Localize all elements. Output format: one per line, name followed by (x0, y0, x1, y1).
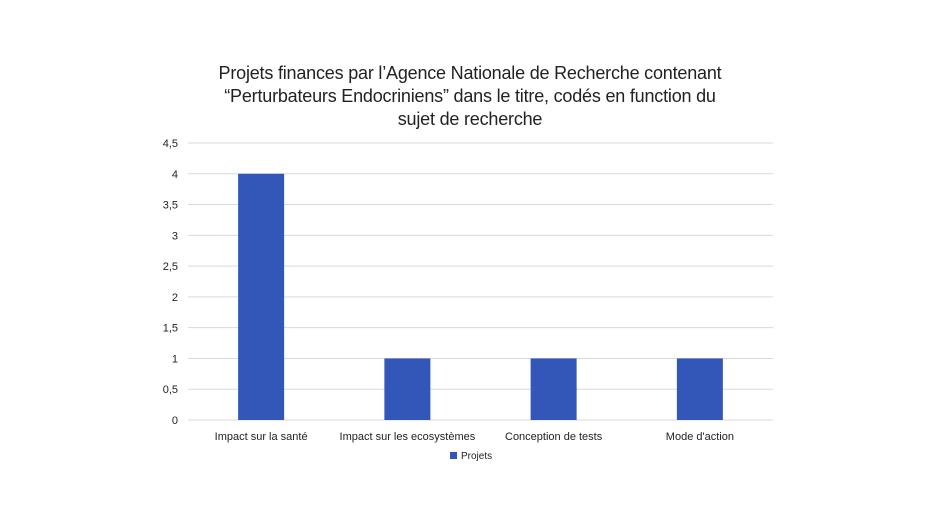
y-tick-label: 2 (172, 292, 178, 304)
legend-swatch (450, 452, 457, 459)
bar (676, 358, 723, 420)
chart-title-line-3: sujet de recherche (397, 109, 543, 129)
chart-title-line-2: “Perturbateurs Endocriniens” dans le tit… (224, 86, 716, 106)
axis-labels: 0 0,5 1 1,5 2 2,5 3 3,5 4 4,5 Impact sur la santé I… (163, 138, 734, 443)
y-tick-label: 1,5 (163, 323, 178, 335)
y-tick-label: 3 (172, 230, 178, 242)
bar (530, 358, 577, 420)
legend-label: Projets (461, 451, 492, 462)
y-tick-label: 4,5 (163, 138, 178, 150)
y-tick-label: 1 (172, 353, 178, 365)
legend: Projets (450, 451, 492, 462)
bars (238, 173, 723, 420)
y-tick-label: 4 (172, 169, 178, 181)
y-tick-label: 0 (172, 415, 178, 427)
y-tick-label: 0,5 (163, 384, 178, 396)
bar (384, 358, 431, 420)
y-tick-label: 2,5 (163, 261, 178, 273)
y-tick-label: 3,5 (163, 200, 178, 212)
x-tick-label: Impact sur la santé (215, 431, 308, 443)
chart-title-line-1: Projets finances par l’Agence Nationale … (218, 63, 722, 83)
x-tick-label: Impact sur les ecosystèmes (340, 431, 476, 443)
gridlines (188, 142, 773, 421)
x-tick-label: Mode d'action (666, 431, 734, 443)
x-tick-label: Conception de tests (505, 431, 603, 443)
bar (238, 173, 285, 420)
chart-title: Projets finances par l’Agence Nationale … (200, 62, 740, 131)
